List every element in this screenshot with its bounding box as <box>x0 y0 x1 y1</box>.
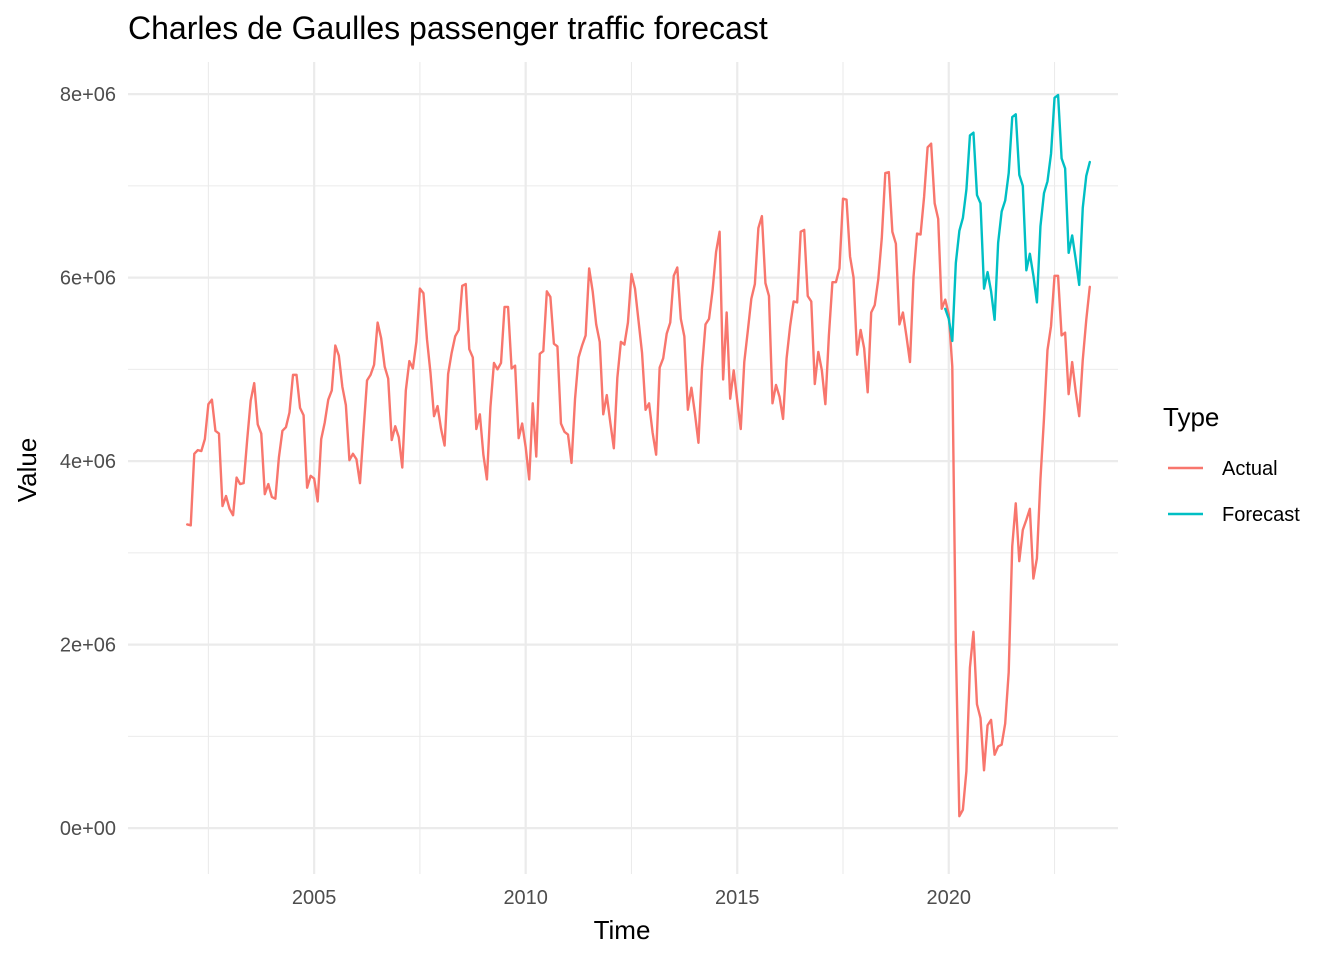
legend-title: Type <box>1163 402 1219 432</box>
minor-gridlines <box>128 62 1118 874</box>
series-lines <box>186 93 1092 818</box>
series-line-actual <box>186 142 1091 818</box>
y-tick-label: 4e+06 <box>60 451 116 473</box>
x-axis-title: Time <box>594 915 651 945</box>
x-tick-label: 2010 <box>503 887 548 909</box>
legend: Type Actual Forecast <box>1163 402 1300 526</box>
y-tick-label: 0e+00 <box>60 818 116 840</box>
x-tick-label: 2005 <box>292 887 337 909</box>
y-tick-label: 2e+06 <box>60 635 116 657</box>
y-tick-label: 6e+06 <box>60 268 116 290</box>
major-gridlines <box>128 62 1118 874</box>
x-tick-label: 2020 <box>927 887 972 909</box>
y-tick-label: 8e+06 <box>60 84 116 106</box>
x-axis-ticks: 2005 2010 2015 2020 <box>292 887 971 909</box>
chart-title: Charles de Gaulles passenger traffic for… <box>128 10 768 46</box>
y-axis-ticks: 0e+00 2e+06 4e+06 6e+06 8e+06 <box>60 84 116 840</box>
series-line-forecast <box>944 93 1092 343</box>
legend-label-forecast: Forecast <box>1222 504 1300 526</box>
legend-label-actual: Actual <box>1222 458 1278 480</box>
y-axis-title: Value <box>12 438 42 503</box>
x-tick-label: 2015 <box>715 887 760 909</box>
